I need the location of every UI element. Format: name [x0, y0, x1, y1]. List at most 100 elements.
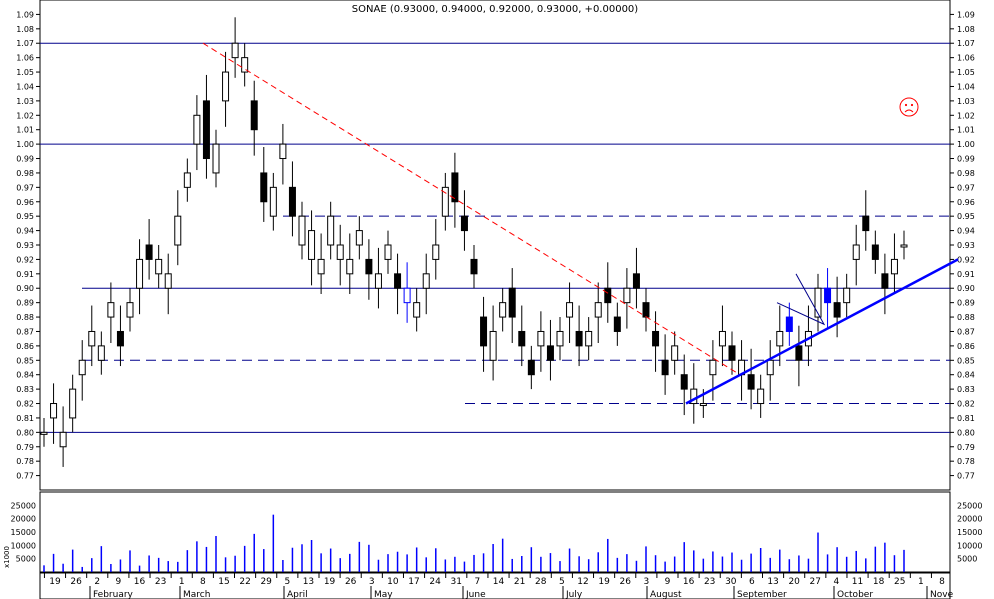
- x-day-label: 13: [767, 577, 778, 587]
- x-day-label: 16: [134, 577, 146, 587]
- x-day-label: 21: [514, 577, 525, 587]
- y-tick-label-left: 0.88: [16, 313, 34, 322]
- candle-body: [680, 374, 688, 390]
- y-tick-label-right: 1.00: [957, 140, 975, 149]
- y-axis-right: 0.77 0.78 0.79 0.80 0.81 0.82 0.83 0.84 0.85 0.86…: [950, 10, 975, 481]
- candle-body: [575, 330, 583, 347]
- candle-body: [193, 114, 201, 145]
- candle-body: [527, 359, 535, 376]
- candle-body: [728, 345, 736, 361]
- y-tick-label-right: 0.93: [957, 241, 975, 250]
- y-tick-label-right: 1.05: [957, 68, 975, 77]
- x-day-label: 25: [894, 577, 905, 587]
- y-tick-label-left: 0.78: [16, 457, 34, 466]
- candle-body: [814, 287, 822, 318]
- y-tick-label-right: 0.85: [957, 356, 975, 365]
- candle-body: [155, 258, 163, 275]
- x-month-label: March: [183, 590, 210, 599]
- x-month-label: July: [565, 590, 583, 599]
- y-tick-label-left: 1.02: [16, 111, 34, 120]
- candle-body: [374, 273, 382, 289]
- candle-body: [508, 287, 516, 318]
- x-day-label: 6: [749, 577, 755, 587]
- y-tick-label-right: 0.82: [957, 400, 975, 409]
- y-tick-label-left: 1.06: [16, 54, 34, 63]
- candle-body: [451, 172, 459, 203]
- y-tick-label-left: 0.95: [16, 212, 34, 221]
- x-day-label: 28: [535, 577, 547, 587]
- candle-body: [671, 345, 679, 361]
- y-tick-label-left: 0.83: [16, 385, 34, 394]
- x-day-label: 19: [49, 577, 61, 587]
- y-tick-label-left: 0.79: [16, 443, 34, 452]
- y-tick-label-right: 0.89: [957, 299, 975, 308]
- trendlines: [202, 42, 959, 405]
- x-month-labels: February March April May June July August Septe…: [89, 586, 954, 599]
- y-tick-label-right: 1.09: [957, 10, 975, 19]
- candle-body: [900, 244, 908, 248]
- volume-tick-label-left: 25000: [11, 501, 36, 510]
- candle-body: [241, 57, 249, 73]
- x-month-label: February: [93, 590, 134, 599]
- y-tick-label-right: 0.80: [957, 428, 975, 437]
- y-tick-label-right: 0.87: [957, 327, 975, 336]
- volume-tick-label-left: 5000: [16, 555, 36, 564]
- candle-body: [499, 302, 507, 318]
- candle-body: [881, 273, 889, 289]
- x-day-label: 31: [451, 577, 462, 587]
- y-tick-label-left: 1.01: [16, 126, 34, 135]
- y-tick-label-left: 0.90: [16, 284, 34, 293]
- x-day-label: 3: [643, 577, 649, 587]
- x-month-label: April: [287, 590, 308, 599]
- x-day-label: 26: [70, 577, 82, 587]
- candle-body: [824, 287, 832, 304]
- x-day-label: 16: [683, 577, 695, 587]
- volume-tick-label-right: 15000: [957, 528, 982, 537]
- candle-body: [403, 287, 411, 304]
- volume-axis-right: 25000 20000 15000 10000 5000: [957, 501, 982, 563]
- price-grid: [40, 42, 950, 433]
- volume-unit-label: x1000: [3, 546, 11, 568]
- candle-body: [518, 330, 526, 347]
- x-day-label: 9: [115, 577, 121, 587]
- candle-body: [365, 258, 373, 275]
- y-tick-label-right: 1.04: [957, 82, 975, 91]
- x-day-label: 14: [493, 577, 505, 587]
- y-tick-label-left: 0.82: [16, 400, 34, 409]
- candle-body: [642, 302, 650, 318]
- date-axis-frame: [39, 572, 951, 599]
- volume-tick-label-right: 10000: [957, 541, 982, 550]
- volume-axis-left: 25000 20000 15000 10000 5000: [11, 501, 36, 563]
- candle-body: [97, 345, 105, 361]
- candle-body: [78, 359, 86, 376]
- candle-body: [88, 330, 96, 347]
- x-day-label: 17: [408, 577, 419, 587]
- candle-body: [441, 186, 449, 217]
- y-tick-label-left: 0.77: [16, 472, 34, 481]
- candle-body: [222, 71, 230, 102]
- candle-body: [145, 244, 153, 260]
- x-month-label: August: [650, 590, 682, 599]
- y-tick-label-right: 0.79: [957, 443, 975, 452]
- volume-tick-label-left: 10000: [11, 541, 36, 550]
- candle-body: [422, 273, 430, 289]
- candle-body: [298, 215, 306, 246]
- y-tick-label-left: 0.99: [16, 155, 34, 164]
- chart-title: SONAE (0.93000, 0.94000, 0.92000, 0.9300…: [352, 4, 639, 15]
- candlestick-series: [40, 17, 908, 467]
- x-day-label: 8: [939, 577, 945, 587]
- candle-body: [776, 330, 784, 347]
- support-trendline: [685, 258, 959, 405]
- y-tick-label-left: 0.89: [16, 299, 34, 308]
- candle-body: [164, 273, 172, 289]
- candle-body: [336, 244, 344, 260]
- x-day-label: 22: [239, 577, 250, 587]
- volume-tick-label-right: 20000: [957, 515, 982, 524]
- x-day-label: 12: [577, 577, 588, 587]
- candle-body: [69, 388, 77, 419]
- candle-body: [394, 273, 402, 289]
- y-tick-label-right: 1.08: [957, 25, 975, 34]
- y-tick-label-right: 1.07: [957, 39, 975, 48]
- y-tick-label-left: 1.00: [16, 140, 34, 149]
